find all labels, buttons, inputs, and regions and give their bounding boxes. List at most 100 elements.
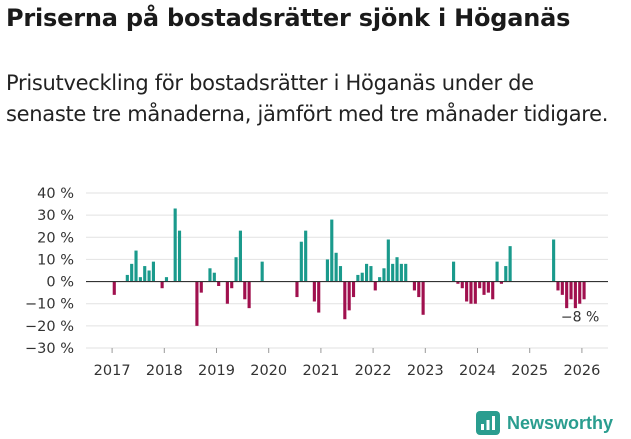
bar: [365, 263, 369, 282]
bar: [143, 266, 147, 282]
bar: [173, 208, 177, 282]
bar: [499, 281, 503, 284]
bar: [234, 257, 238, 282]
bar: [238, 230, 242, 282]
bar: [573, 281, 577, 309]
bar: [382, 268, 386, 282]
bar: [386, 239, 390, 282]
bar: [299, 241, 303, 282]
bar: [582, 281, 586, 300]
bar: [312, 281, 316, 302]
bar: [486, 281, 490, 293]
x-tick-label: 2024: [459, 363, 496, 379]
bar: [304, 230, 308, 282]
bar: [452, 261, 456, 282]
y-tick-label: 0 %: [46, 275, 74, 291]
bar: [473, 281, 477, 304]
bar: [469, 281, 473, 304]
bar: [360, 272, 364, 282]
bar: [325, 259, 329, 282]
bar: [243, 281, 247, 300]
bar: [504, 266, 508, 282]
bar: [208, 268, 212, 282]
bar: [330, 219, 334, 282]
bar: [351, 281, 356, 298]
bar: [378, 277, 382, 282]
annotation-layer: −8 %: [561, 309, 599, 325]
bar: [356, 274, 360, 282]
x-tick-label: 2018: [146, 363, 183, 379]
bar: [369, 266, 373, 282]
bar: [164, 277, 169, 282]
bar: [125, 274, 129, 282]
chart-title: Priserna på bostadsrätter sjönk i Höganä…: [6, 4, 571, 32]
axis-layer: −30 % −20 % −10 % 0 % 10 % 20 % 30 % 40 % 2017 20…: [25, 186, 608, 379]
x-tick-label: 2021: [302, 363, 339, 379]
bar: [230, 281, 234, 289]
grid-layer: [86, 192, 608, 349]
bar: [404, 263, 408, 282]
data-label: −8 %: [561, 309, 599, 325]
bar: [138, 277, 142, 282]
bar: [212, 272, 216, 282]
bar: [556, 281, 560, 291]
y-tick-label: 20 %: [37, 230, 74, 246]
brand-name: Newsworthy: [507, 412, 614, 433]
bar: [225, 281, 229, 304]
y-tick-label: −10 %: [25, 297, 74, 313]
bar: [456, 281, 460, 284]
x-tick-label: 2023: [407, 363, 444, 379]
x-tick-label: 2019: [198, 363, 235, 379]
bar: [199, 281, 203, 293]
x-tick-label: 2025: [511, 363, 548, 379]
x-tick-label: 2026: [563, 363, 600, 379]
bar: [460, 281, 464, 289]
bar: [417, 281, 421, 298]
bar: [147, 270, 151, 282]
y-tick-label: 40 %: [37, 186, 74, 202]
newsworthy-icon: [476, 411, 500, 435]
y-tick-label: −20 %: [25, 319, 74, 335]
bar-chart: −30 % −20 % −10 % 0 % 10 % 20 % 30 % 40 % 2017 20…: [25, 186, 608, 379]
y-tick-label: 10 %: [37, 252, 74, 268]
bar: [295, 281, 299, 298]
chart-subtitle: Prisutveckling för bostadsrätter i Högan…: [6, 71, 609, 126]
bar: [552, 239, 556, 282]
bar: [482, 281, 486, 295]
bar: [217, 281, 221, 286]
y-tick-label: 30 %: [37, 208, 74, 224]
bar: [421, 281, 425, 315]
bar: [347, 281, 351, 311]
bar: [373, 281, 377, 291]
bar: [260, 261, 264, 282]
bar: [399, 263, 403, 282]
bar: [151, 261, 155, 282]
bar: [560, 281, 564, 295]
bar: [130, 263, 134, 282]
bar: [569, 281, 573, 300]
bar: [412, 281, 416, 291]
bar: [465, 281, 469, 302]
bar: [478, 281, 482, 289]
bar: [195, 281, 199, 326]
bar: [177, 230, 182, 282]
bar-layer: [112, 208, 586, 326]
bar: [343, 281, 347, 320]
bar: [112, 281, 116, 295]
bar: [338, 266, 343, 282]
bar: [495, 261, 499, 282]
newsworthy-logo[interactable]: Newsworthy: [476, 408, 613, 438]
y-tick-label: −30 %: [25, 341, 74, 357]
bar: [508, 246, 512, 282]
x-tick-label: 2022: [355, 363, 392, 379]
bar: [491, 281, 495, 300]
bar: [247, 281, 251, 309]
bar: [565, 281, 569, 309]
bar: [160, 281, 164, 289]
bar: [317, 281, 321, 313]
bar: [391, 263, 395, 282]
x-tick-label: 2017: [94, 363, 131, 379]
bar: [334, 252, 338, 282]
bar: [134, 250, 138, 282]
bar: [578, 281, 582, 304]
